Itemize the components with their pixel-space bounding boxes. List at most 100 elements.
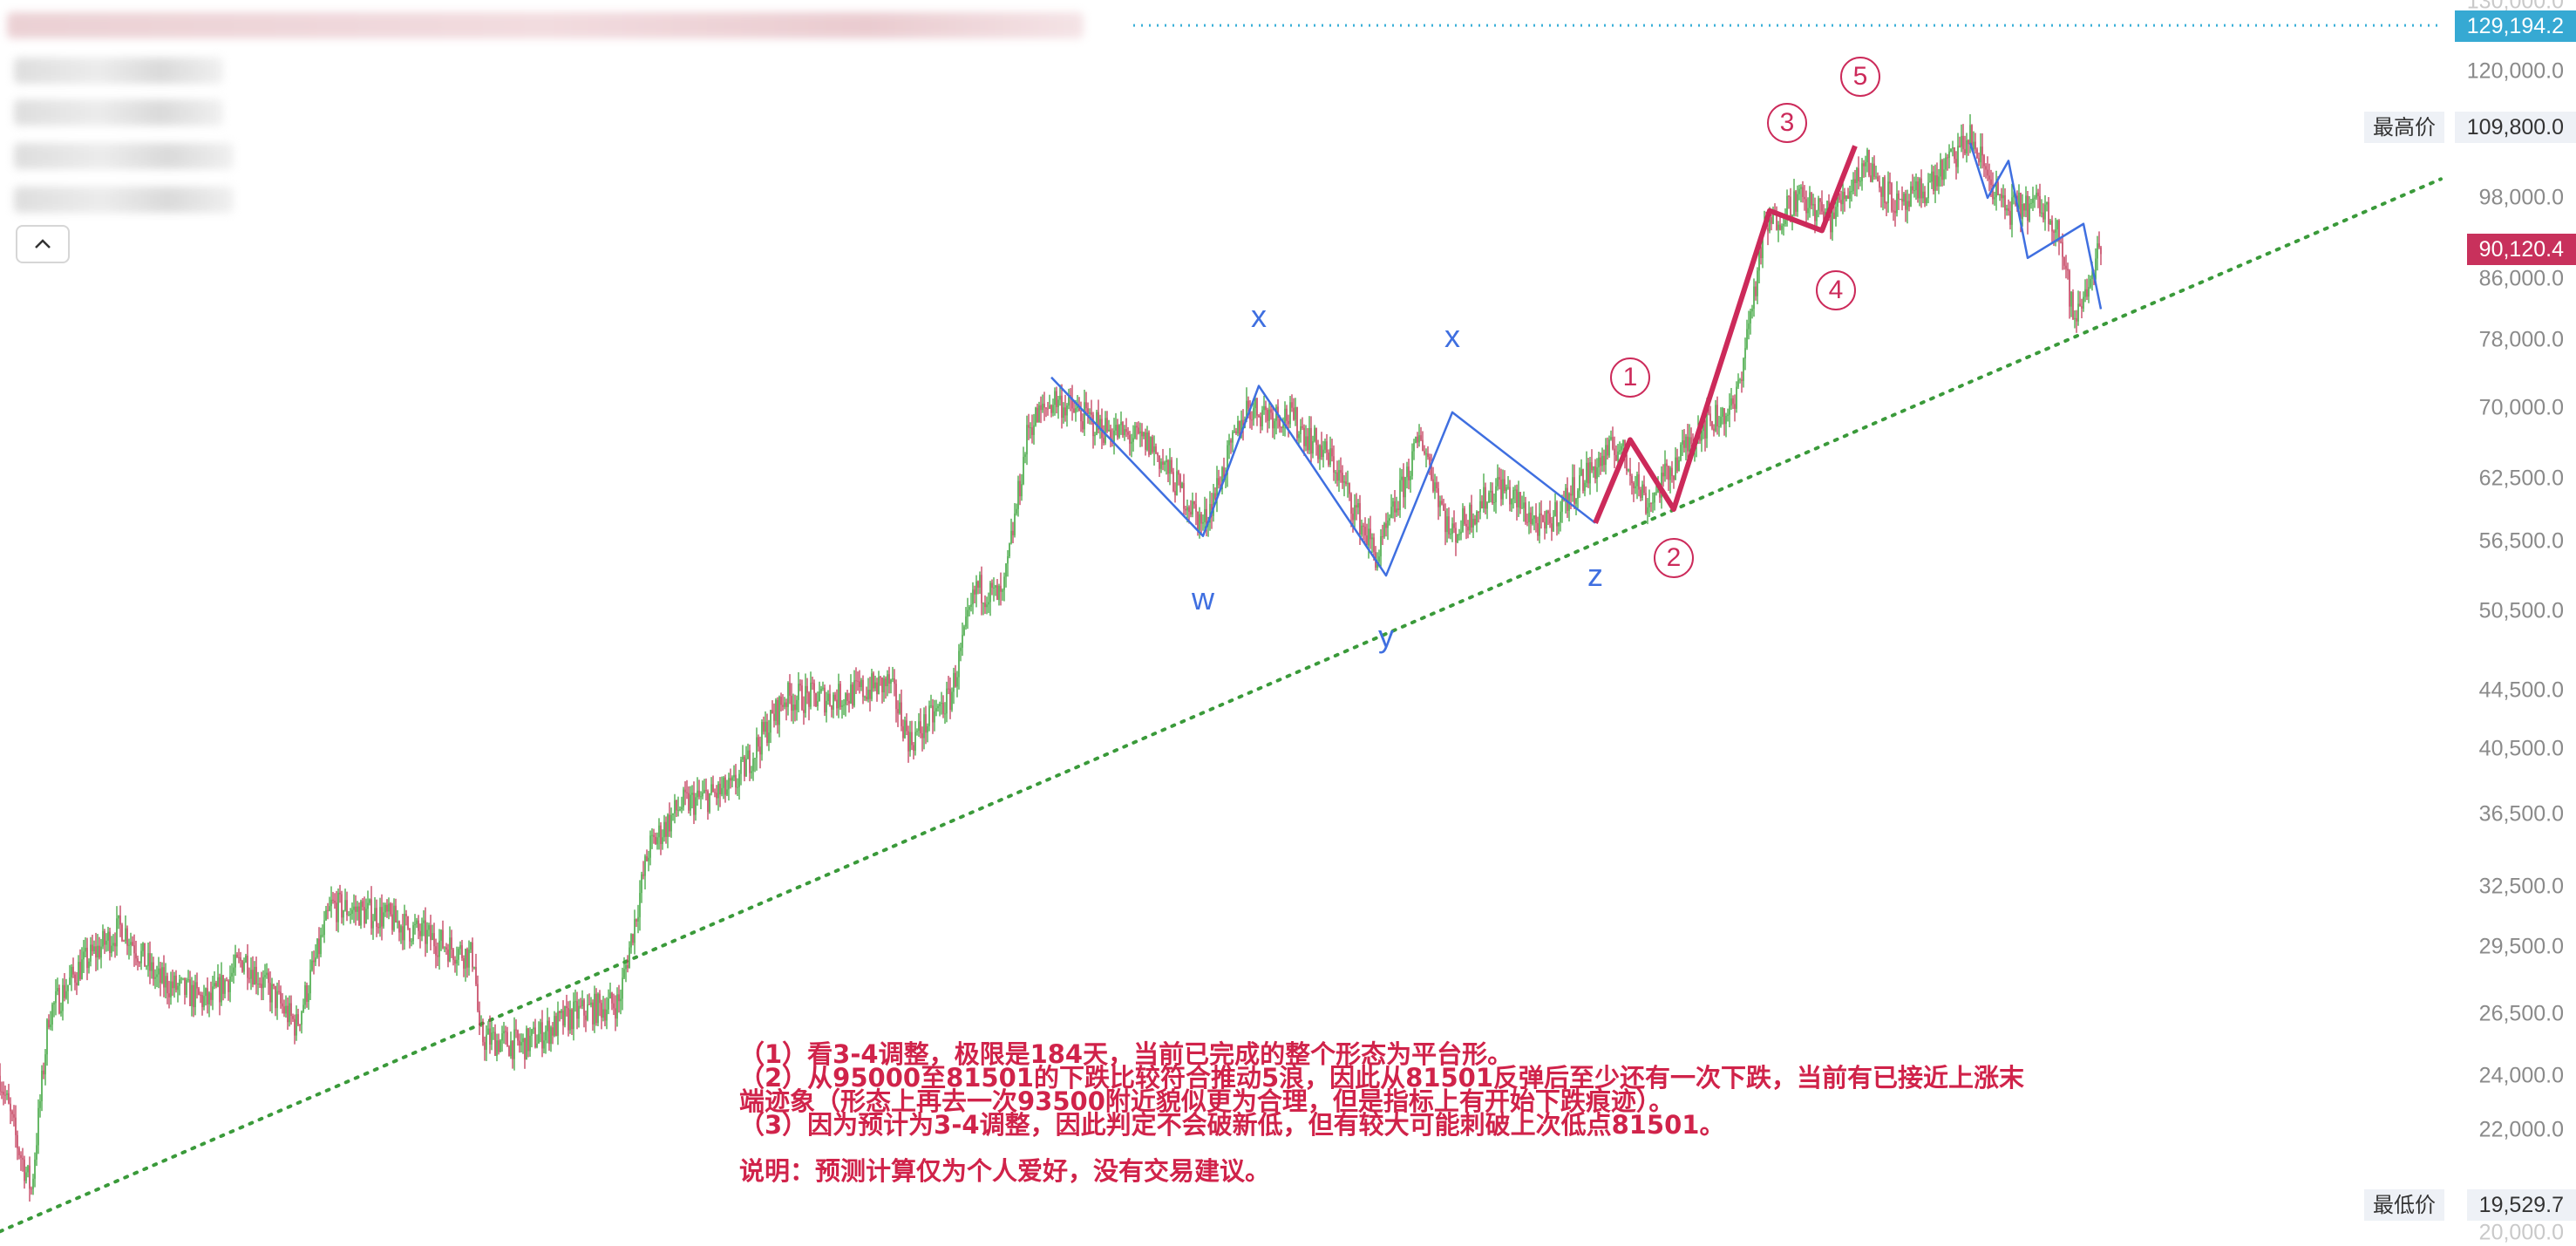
candle-body [1085,402,1087,409]
candle-body [25,1172,27,1181]
candle-body [1305,436,1307,446]
candle-body [215,983,217,987]
candle-body [503,1031,505,1034]
candle-body [1347,483,1349,485]
candle-body [1162,461,1164,465]
candle-body [465,949,466,969]
candle-body [1031,427,1033,435]
candle-body [695,797,697,815]
candle-body [1073,408,1075,413]
candle-body [140,950,142,963]
candle-body [1701,431,1703,441]
legend-row-indicator-1[interactable] [14,58,223,84]
candle-body [548,1020,550,1045]
candle-body [578,1005,580,1019]
candle-body [1319,445,1321,460]
candle-body [1751,308,1753,312]
candle-body [1246,400,1247,420]
candle-body [1122,421,1124,436]
candle-body [681,807,683,810]
y-tick-label: 26,500.0 [2478,1001,2564,1026]
candle-body [1816,210,1818,221]
candle-body [1802,187,1804,197]
candle-body [1819,198,1821,202]
candle-body [2004,194,2006,211]
candle-body [1994,197,1995,200]
candle-body [742,756,744,760]
legend-row-indicator-4[interactable] [14,187,234,213]
candle-body [1033,425,1035,435]
candle-body [1190,511,1192,514]
candle-body [1587,462,1589,484]
candle-body [925,714,927,733]
legend-row-indicator-2[interactable] [14,99,223,126]
candle-body [796,699,798,711]
candle-body [15,1117,17,1135]
candle-body [1521,507,1523,509]
candle-body [273,984,275,986]
candle-body [346,900,348,916]
candle-body [963,626,965,636]
candle-body [1303,427,1305,446]
candle-body [789,683,791,696]
candle-body [351,909,353,915]
candle-body [1464,507,1465,524]
candle-body [1446,516,1448,533]
candle-body [1983,155,1985,167]
candle-body [508,1046,510,1057]
candle-body [1141,431,1143,437]
candle-body [142,943,144,951]
y-tick-label: 98,000.0 [2478,185,2564,210]
candle-body [2095,258,2097,280]
candle-body [69,977,71,985]
candle-body [2013,195,2015,198]
candle-body [1448,516,1450,534]
candle-body [1706,407,1708,439]
candle-body [1913,190,1915,192]
candle-body [32,1178,34,1189]
candle-body [902,725,904,739]
candle-body [1990,179,1992,186]
candle-body [979,575,981,589]
candle-body [358,906,360,926]
candle-body [1172,472,1174,492]
candle-body [1753,286,1755,309]
candle-body [377,926,379,929]
candle-body [332,899,334,902]
candle-body [773,713,775,721]
candle-body [2098,243,2100,248]
candle-body [1662,473,1664,477]
candle-body [294,1018,296,1036]
collapse-legend-button[interactable] [16,225,70,263]
candle-body [374,908,376,922]
candle-body [1254,398,1256,409]
candle-body [217,977,219,987]
candle-body [1153,446,1155,453]
candle-body [344,900,346,911]
candle-body [1673,475,1675,480]
legend-row-symbol[interactable] [7,12,1084,38]
candle-body [1336,472,1338,481]
candle-body [250,970,252,979]
candle-body [721,787,723,794]
candle-body [1594,466,1596,480]
legend-row-indicator-3[interactable] [14,143,234,169]
candle-body [536,1043,538,1048]
candle-body [1260,416,1261,427]
candle-body [1312,440,1314,454]
candle-body [594,993,595,1025]
candle-body [782,705,784,707]
candle-body [1471,504,1472,528]
candle-body [1230,439,1232,443]
candle-body [1441,500,1443,505]
candle-body [993,587,995,589]
candle-body [1383,523,1385,537]
y-tick-label: 78,000.0 [2478,327,2564,352]
candle-body [531,1029,533,1036]
candle-body [904,720,906,739]
y-tick-label: 50,500.0 [2478,598,2564,623]
candle-body [799,684,801,686]
candle-body [1005,563,1007,577]
candle-body [1500,480,1502,500]
